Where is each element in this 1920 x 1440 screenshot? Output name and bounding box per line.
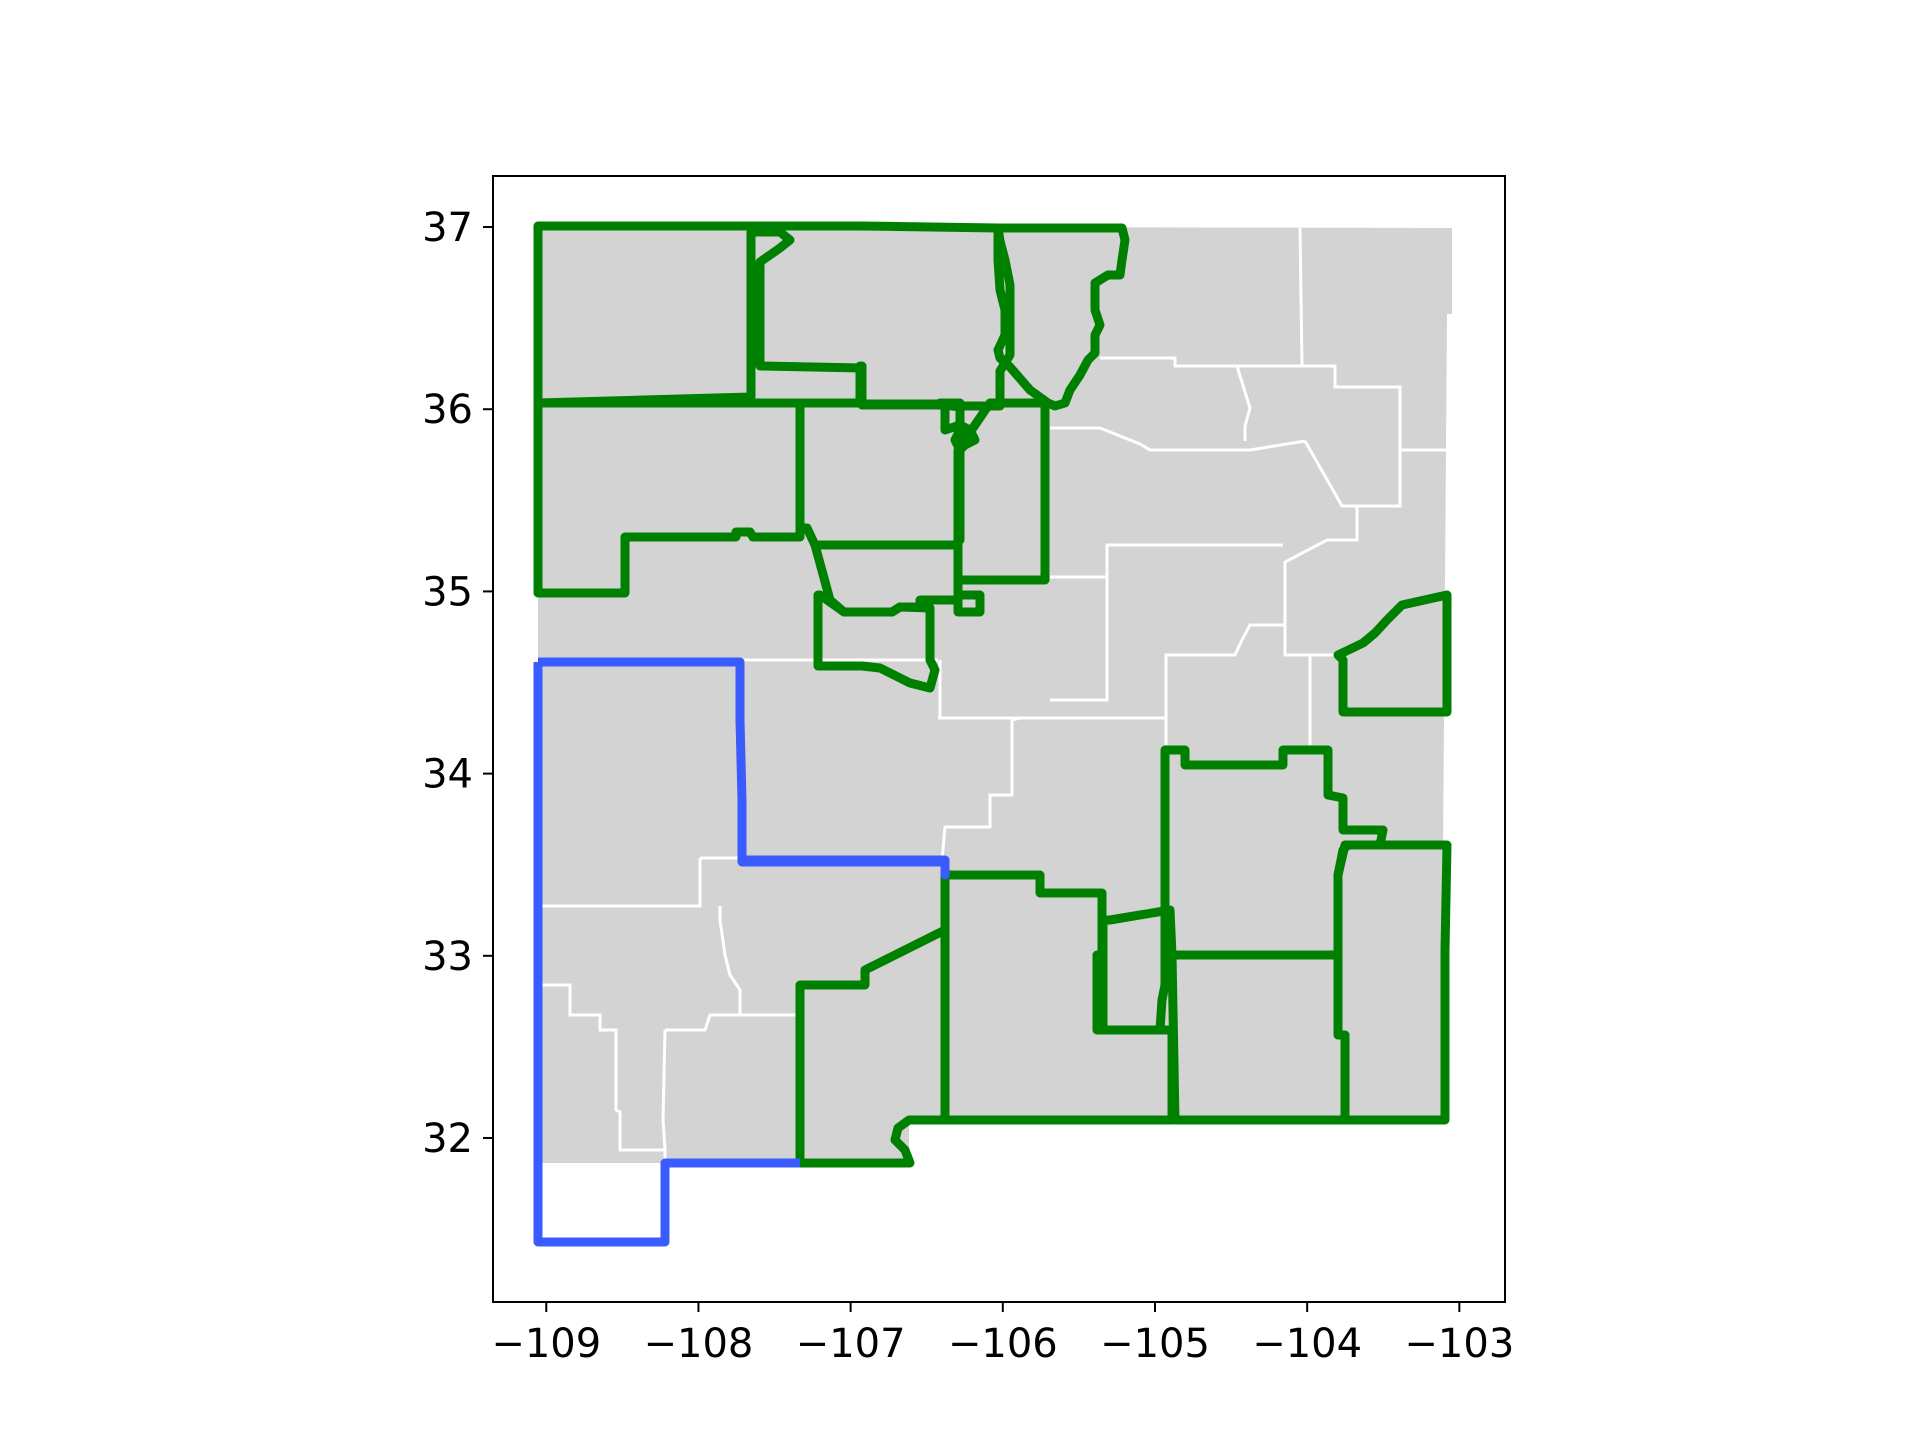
green-region-lea (1333, 840, 1452, 1125)
y-tick-label: 33 (422, 934, 473, 980)
y-tick-label: 34 (422, 752, 473, 798)
state-fill (538, 226, 1452, 1244)
x-tick-label: −107 (796, 1321, 906, 1367)
blue-regions (533, 657, 950, 1247)
green-region-taos (993, 223, 1130, 411)
green-region-valencia (813, 590, 940, 693)
x-tick-label: −109 (491, 1321, 601, 1367)
y-tick-label: 35 (422, 569, 473, 615)
y-tick-label: 36 (422, 387, 473, 433)
y-tick-label: 32 (422, 1116, 473, 1162)
green-region-sierra-dona (795, 925, 950, 1168)
x-tick-label: −106 (948, 1321, 1058, 1367)
county-borders (540, 227, 1448, 1163)
x-axis: −109 −108 −107 −106 −105 −104 −103 (491, 1302, 1514, 1367)
counties-layer (538, 226, 1452, 1244)
blue-region-southwest (533, 657, 950, 1247)
plot-frame (492, 175, 1506, 1303)
green-region-otero (940, 870, 1177, 1125)
x-tick-label: −103 (1404, 1321, 1514, 1367)
green-region-quay (1333, 590, 1452, 717)
y-axis: 32 33 34 35 36 37 (422, 205, 493, 1162)
green-region-san-juan (533, 221, 756, 408)
x-tick-label: −105 (1100, 1321, 1210, 1367)
y-tick-label: 37 (422, 205, 473, 251)
x-tick-label: −104 (1252, 1321, 1362, 1367)
green-regions (533, 221, 1452, 1168)
green-region-santa-fe (953, 398, 1050, 585)
x-tick-label: −108 (644, 1321, 754, 1367)
